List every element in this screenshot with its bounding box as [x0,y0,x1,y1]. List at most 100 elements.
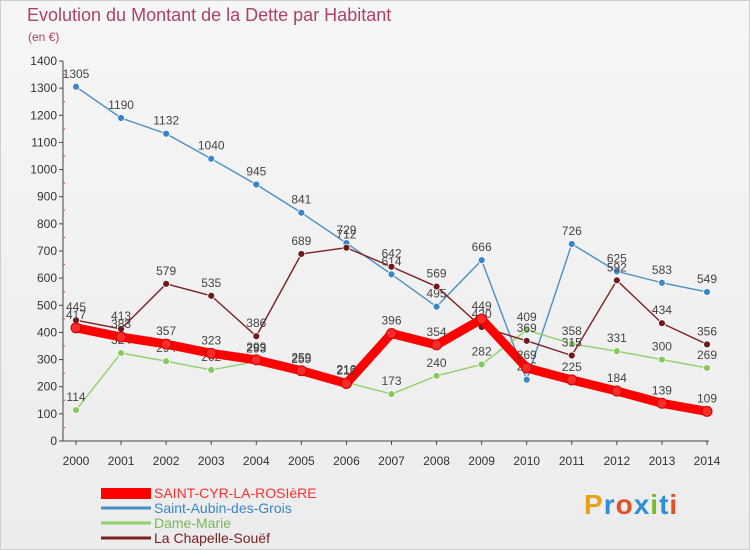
data-label: 114 [66,390,85,404]
legend-item-3: La Chapelle-Souëf [101,530,270,546]
data-point [207,291,216,300]
data-point [703,288,711,296]
y-tick-label: 800 [37,217,57,231]
chart-unit: (en €) [28,30,60,44]
data-label: 666 [472,240,492,254]
data-point [162,357,171,366]
logo-letter: t [659,489,670,520]
x-tick-label: 2009 [468,454,495,468]
data-point [703,340,711,349]
data-point [658,355,666,364]
data-label: 409 [517,310,537,324]
y-tick-label: 700 [37,244,57,258]
data-label: 1132 [153,114,179,128]
data-point [207,365,216,374]
data-label: 255 [291,352,311,366]
proxiti-logo: Proxiti [584,489,678,521]
data-label: 357 [156,324,176,338]
x-tick-label: 2014 [694,454,721,468]
data-label: 240 [427,356,447,370]
data-label: 109 [697,391,717,405]
data-label: 139 [652,383,672,397]
series-0: 1305119011321040945841729614495666226726… [63,67,717,384]
logo-letter: o [615,489,634,520]
data-point [297,250,306,258]
data-point [250,354,262,366]
y-tick-label: 1300 [30,81,57,95]
data-point [567,339,576,348]
data-point [252,332,261,341]
data-point [522,326,531,334]
data-point [115,331,127,343]
logo-letter: x [633,489,651,520]
data-point [476,313,488,325]
data-point [567,351,576,360]
data-point [522,375,531,384]
data-label: 579 [156,264,176,278]
data-point [387,390,396,398]
y-tick-label: 1100 [31,135,57,149]
data-label: 331 [607,331,627,345]
data-label: 592 [607,260,627,274]
data-label: 293 [246,341,266,355]
data-point [162,279,171,288]
data-label: 358 [562,324,582,338]
data-label: 625 [607,251,627,265]
series-3: 417 383 357 323 299 259 212 396 354 449 269 225 184 1… [66,299,717,417]
data-label: 259 [291,351,311,365]
data-label: 413 [111,309,131,323]
x-tick-label: 2005 [288,454,315,468]
data-label: 726 [562,224,582,238]
x-tick-label: 2002 [153,454,180,468]
data-point [70,322,82,334]
data-label: 583 [652,263,672,277]
data-label: 1190 [108,98,134,112]
legend-swatch [101,488,151,499]
y-tick-label: 1400 [30,54,57,68]
data-label: 354 [427,325,447,339]
data-label: 212 [336,363,356,377]
x-tick-label: 2011 [559,454,585,468]
legend-label: Saint-Aubin-des-Grois [154,500,292,516]
data-point [522,336,531,345]
x-tick-label: 2007 [378,454,405,468]
data-label: 299 [246,340,266,354]
data-point [703,364,711,372]
data-point [567,240,576,248]
legend-item-1: Saint-Aubin-des-Grois [101,500,292,516]
data-point [72,82,80,91]
logo-letter: P [584,489,604,520]
data-point [386,328,397,340]
data-point [117,349,125,357]
x-tick-label: 2001 [108,454,135,468]
data-point [162,129,171,138]
y-tick-label: 600 [37,271,57,285]
y-tick-label: 100 [37,407,57,421]
data-label: 369 [517,321,537,335]
data-point [432,371,441,380]
data-point [701,405,713,417]
y-tick-label: 1000 [30,163,57,177]
data-point [295,365,307,377]
legend-item-0: SAINT-CYR-LA-ROSIèRE [101,485,317,501]
chart-title: Evolution du Montant de la Dette par Hab… [27,5,392,25]
data-point [432,282,441,291]
data-label: 495 [427,287,447,301]
y-tick-label: 500 [37,298,57,312]
data-point [342,243,351,252]
data-label: 449 [472,299,492,313]
data-label: 945 [246,165,266,179]
data-point [612,347,621,356]
series-2: 4454135795353866897126425694203693155924… [66,228,717,360]
legend-label: La Chapelle-Souëf [154,530,270,546]
data-point [252,180,261,189]
data-point [658,319,666,328]
y-tick-label: 400 [37,325,57,339]
data-label: 323 [201,333,221,347]
data-point [387,270,396,279]
data-point [521,362,533,374]
data-label: 184 [607,371,627,385]
data-point [477,360,486,369]
data-label: 1305 [63,67,90,81]
data-point [387,262,396,271]
